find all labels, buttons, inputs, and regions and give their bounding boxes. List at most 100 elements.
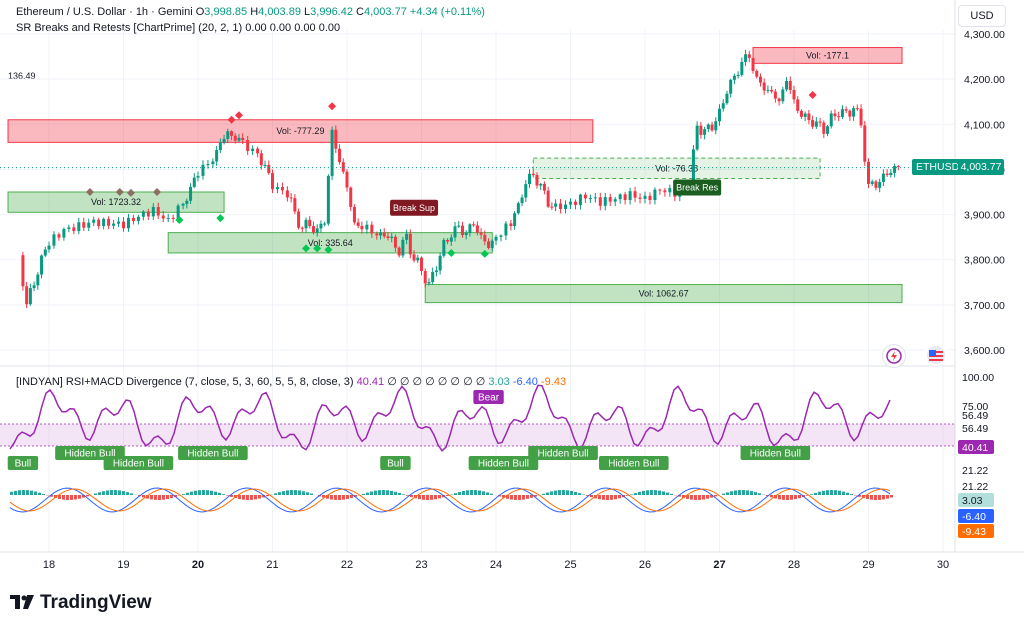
divergence-badge xyxy=(740,446,811,460)
candle-body xyxy=(408,233,412,255)
candle-body xyxy=(267,164,271,174)
candle-body xyxy=(487,241,491,248)
signal-label: Break Res xyxy=(676,182,719,192)
macd-bar xyxy=(310,493,313,495)
zone-label: Vol: 335.64 xyxy=(308,238,353,248)
macd-bar xyxy=(858,495,861,497)
marker-diamond xyxy=(115,188,124,196)
macd-bar xyxy=(850,494,853,495)
candle-body xyxy=(215,150,219,162)
indicator-value-1: 0.00 xyxy=(245,22,267,34)
macd-bar xyxy=(666,492,669,495)
candle-body xyxy=(878,181,882,188)
candle-body xyxy=(146,211,150,217)
candle-body xyxy=(588,198,592,200)
macd-bar xyxy=(598,495,601,500)
indicator-legend[interactable]: SR Breaks and Retests [ChartPrime] (20, … xyxy=(16,22,340,34)
macd-bar xyxy=(434,495,437,500)
lightning-icon[interactable] xyxy=(882,344,906,368)
candle-body xyxy=(289,197,293,199)
brand-text: TradingView xyxy=(40,592,152,613)
candle-body xyxy=(603,197,607,206)
macd-bar xyxy=(86,495,89,497)
candle-body xyxy=(427,281,431,284)
macd-bar xyxy=(810,494,813,495)
candle-body xyxy=(171,217,175,219)
macd-bar xyxy=(554,490,557,495)
macd-bar xyxy=(82,495,85,498)
zone-label: Vol: -177.1 xyxy=(806,50,849,60)
candle-body xyxy=(747,54,751,58)
candle-body xyxy=(141,211,145,217)
macd-bar xyxy=(370,491,373,495)
price-tick-label: 3,600.00 xyxy=(964,345,1005,357)
macd-bar xyxy=(686,495,689,499)
divergence-label: Bull xyxy=(387,459,404,470)
candle-body xyxy=(885,173,889,176)
macd-bar xyxy=(830,490,833,495)
grid xyxy=(0,0,1024,553)
price-tick-label: 4,100.00 xyxy=(964,119,1005,131)
time-tick-label: 23 xyxy=(415,559,427,571)
signal-box xyxy=(673,179,722,196)
candle-body xyxy=(475,225,479,233)
rsi-value: 40.41 xyxy=(356,376,385,388)
macd-bar xyxy=(394,491,397,495)
macd-bar xyxy=(322,495,325,498)
time-tick-label: 22 xyxy=(341,559,353,571)
macd-bar xyxy=(702,495,705,500)
candle-body xyxy=(542,183,546,191)
macd-bar xyxy=(890,495,893,498)
candle-body xyxy=(271,173,274,190)
macd-bar xyxy=(446,495,449,496)
macd-bar xyxy=(342,495,345,500)
rsi-legend[interactable]: [INDYAN] RSI+MACD Divergence (7, close, … xyxy=(16,375,566,388)
candle-body xyxy=(345,171,349,188)
macd-bar xyxy=(662,491,665,495)
candle-body xyxy=(390,236,394,239)
macd-bar xyxy=(438,495,441,499)
candle-body xyxy=(653,189,657,201)
macd-bar xyxy=(730,491,733,495)
time-tick-label: 19 xyxy=(117,559,129,571)
macd-bar xyxy=(842,491,845,495)
macd-bar xyxy=(350,495,353,498)
signal-line xyxy=(9,488,891,512)
macd-bar xyxy=(814,492,817,495)
macd-bar xyxy=(710,495,713,498)
candle-body xyxy=(453,226,457,238)
candle-body xyxy=(833,113,837,117)
macd-bar xyxy=(114,490,117,495)
macd-bar xyxy=(618,495,621,499)
macd-bar xyxy=(798,495,801,499)
macd-bar xyxy=(542,493,545,495)
macd-bar xyxy=(122,491,125,495)
divergence-label: Hidden Bull xyxy=(113,459,164,470)
tradingview-logo[interactable]: TradingView xyxy=(10,592,152,614)
macd-bar xyxy=(126,492,129,495)
macd-bar xyxy=(346,495,349,499)
macd-bar xyxy=(670,493,673,495)
change-value: +4.34 (+0.11%) xyxy=(409,6,485,18)
macd-bar xyxy=(130,493,133,495)
macd-bar xyxy=(630,494,633,495)
currency-button[interactable]: USD xyxy=(958,5,1006,27)
macd-bar xyxy=(550,491,553,495)
rsi-value-c: -9.43 xyxy=(540,376,567,388)
candle-body xyxy=(472,224,476,226)
close-value: 4,003.77 xyxy=(364,6,407,18)
macd-bar xyxy=(790,495,793,500)
flag-icon[interactable] xyxy=(925,344,947,366)
macd-bar xyxy=(822,490,825,495)
candle-body xyxy=(583,194,587,199)
candle-body xyxy=(326,175,330,224)
candle-body xyxy=(82,222,86,228)
macd-bar xyxy=(546,492,549,495)
candle-body xyxy=(330,129,334,176)
indicator-value-4: 0.00 xyxy=(318,22,341,34)
macd-bar xyxy=(294,490,297,495)
macd-bar xyxy=(482,491,485,495)
candle-body xyxy=(349,187,353,207)
candle-body xyxy=(668,188,672,193)
